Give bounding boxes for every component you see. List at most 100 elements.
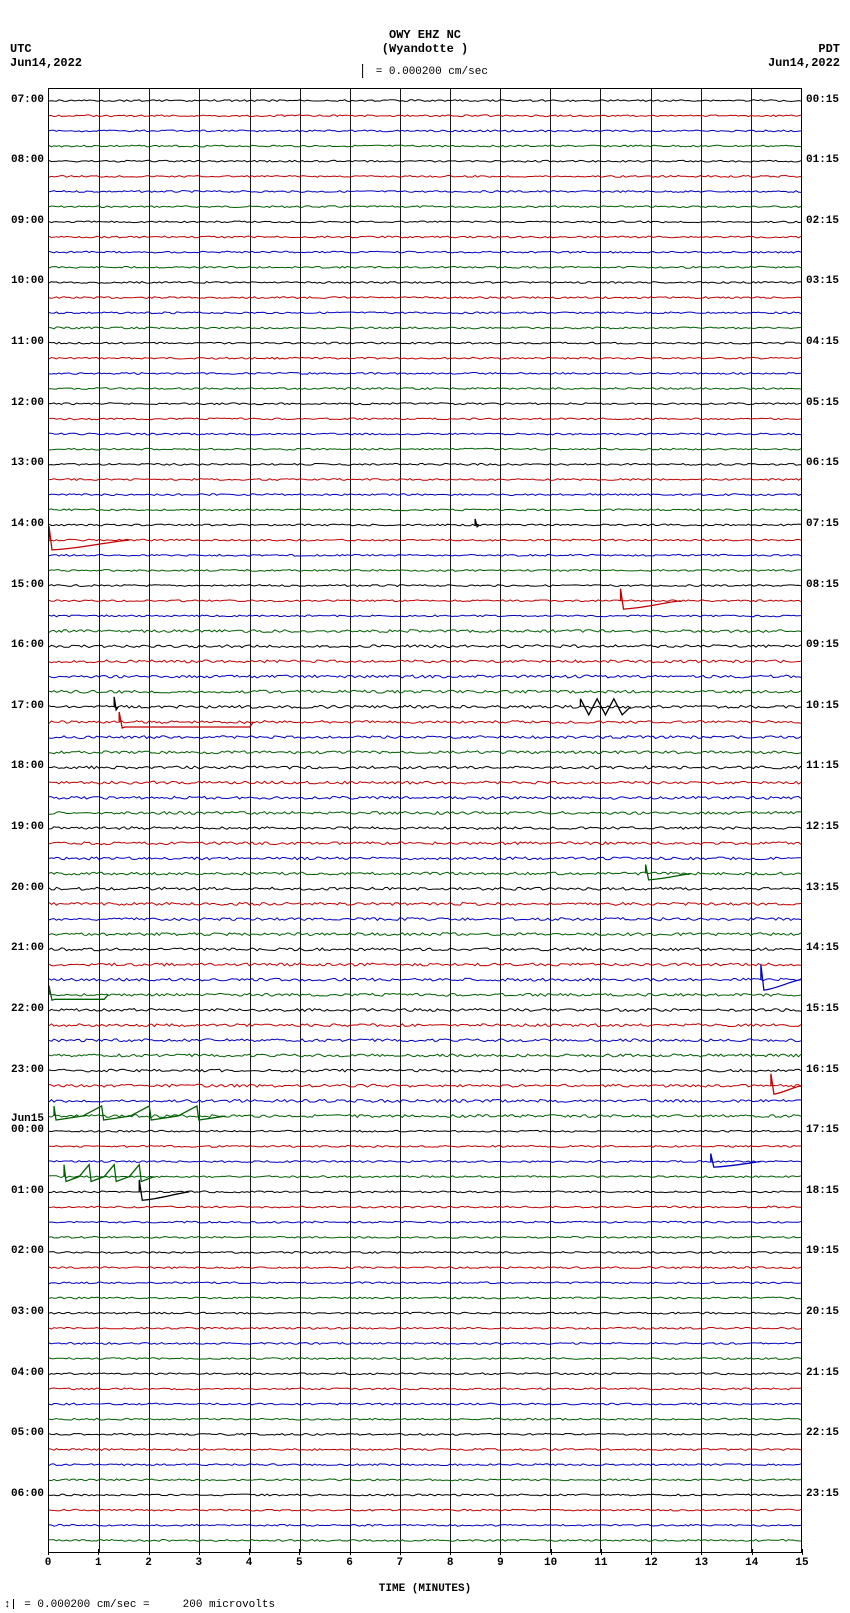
trace-line	[49, 675, 801, 678]
pdt-hour-label: 17:15	[802, 1124, 839, 1136]
footer-suffix: 200 microvolts	[183, 1599, 275, 1611]
pdt-hour-label: 16:15	[802, 1064, 839, 1076]
utc-hour-label: 21:00	[11, 942, 48, 954]
pdt-hour-label: 00:15	[802, 94, 839, 106]
pdt-hour-label: 04:15	[802, 336, 839, 348]
trace-line	[49, 1540, 801, 1542]
seismogram-page: UTC Jun14,2022 OWY EHZ NC (Wyandotte ) P…	[0, 0, 850, 1613]
trace-line	[49, 357, 801, 359]
tz-right-block: PDT Jun14,2022	[768, 42, 840, 70]
pdt-hour-label: 22:15	[802, 1427, 839, 1439]
scale-bar-icon	[362, 64, 363, 78]
seismic-event	[761, 965, 801, 991]
x-axis: 0123456789101112131415	[48, 1553, 802, 1583]
pdt-hour-label: 10:15	[802, 700, 839, 712]
pdt-hour-label: 06:15	[802, 457, 839, 469]
x-tick	[249, 1549, 250, 1555]
pdt-hour-label: 12:15	[802, 821, 839, 833]
trace-line	[49, 585, 801, 587]
trace-svg	[49, 89, 801, 1552]
x-tick	[199, 1549, 200, 1555]
x-tick-label: 11	[594, 1557, 607, 1569]
trace-line	[49, 1494, 801, 1496]
trace-line	[49, 751, 801, 754]
trace-line	[49, 570, 801, 572]
trace-line	[49, 1236, 801, 1238]
trace-line	[49, 660, 801, 663]
trace-line	[49, 1312, 801, 1314]
trace-line	[49, 463, 801, 465]
pdt-hour-label: 03:15	[802, 275, 839, 287]
tz-left-date: Jun14,2022	[10, 56, 82, 70]
trace-line	[49, 539, 801, 541]
utc-hour-label: 07:00	[11, 94, 48, 106]
trace-line	[49, 206, 801, 208]
utc-hour-label: 01:00	[11, 1185, 48, 1197]
tz-right-label: PDT	[768, 42, 840, 56]
seismic-event	[49, 526, 129, 550]
trace-line	[49, 160, 801, 162]
pdt-hour-label: 20:15	[802, 1306, 839, 1318]
seismic-event	[119, 712, 253, 728]
x-axis-title: TIME (MINUTES)	[379, 1583, 471, 1595]
pdt-hour-label: 15:15	[802, 1003, 839, 1015]
header: UTC Jun14,2022 OWY EHZ NC (Wyandotte ) P…	[0, 0, 850, 80]
seismic-event	[114, 697, 118, 710]
tz-right-date: Jun14,2022	[768, 56, 840, 70]
trace-line	[49, 1343, 801, 1345]
utc-day-label: Jun15	[11, 1113, 48, 1125]
trace-line	[49, 418, 801, 420]
trace-line	[49, 1509, 801, 1511]
trace-line	[49, 221, 801, 223]
utc-hour-label: 10:00	[11, 275, 48, 287]
trace-line	[49, 1479, 801, 1481]
trace-line	[49, 554, 801, 556]
trace-line	[49, 176, 801, 178]
trace-line	[49, 781, 801, 784]
station-code: OWY EHZ NC	[382, 28, 468, 42]
utc-hour-label: 23:00	[11, 1064, 48, 1076]
x-tick-label: 4	[246, 1557, 253, 1569]
trace-line	[49, 705, 801, 708]
trace-line	[49, 479, 801, 481]
trace-line	[49, 630, 801, 633]
x-tick	[299, 1549, 300, 1555]
trace-line	[49, 1206, 801, 1208]
trace-line	[49, 312, 801, 314]
trace-line	[49, 600, 801, 602]
pdt-hour-label: 13:15	[802, 882, 839, 894]
trace-line	[49, 993, 801, 996]
trace-line	[49, 1161, 801, 1163]
x-tick-label: 3	[195, 1557, 202, 1569]
pdt-hour-label: 07:15	[802, 518, 839, 530]
pdt-hour-label: 11:15	[802, 760, 839, 772]
trace-line	[49, 1373, 801, 1375]
trace-line	[49, 130, 801, 132]
trace-line	[49, 433, 801, 435]
trace-line	[49, 145, 801, 147]
trace-line	[49, 857, 801, 860]
seismic-event	[139, 1180, 189, 1200]
trace-line	[49, 1024, 801, 1027]
x-tick-label: 10	[544, 1557, 557, 1569]
utc-hour-label: 15:00	[11, 579, 48, 591]
trace-line	[49, 1039, 801, 1042]
x-tick-label: 5	[296, 1557, 303, 1569]
trace-line	[49, 236, 801, 238]
seismic-event	[771, 1074, 801, 1094]
x-tick	[802, 1549, 803, 1555]
trace-line	[49, 1403, 801, 1405]
utc-hour-label: 16:00	[11, 639, 48, 651]
utc-hour-label: 13:00	[11, 457, 48, 469]
x-tick-label: 14	[745, 1557, 758, 1569]
trace-line	[49, 1252, 801, 1254]
utc-hour-label: 06:00	[11, 1488, 48, 1500]
trace-line	[49, 887, 801, 890]
trace-line	[49, 1388, 801, 1390]
pdt-hour-label: 08:15	[802, 579, 839, 591]
trace-line	[49, 645, 801, 648]
pdt-hour-label: 14:15	[802, 942, 839, 954]
utc-hour-label: 03:00	[11, 1306, 48, 1318]
seismic-event	[621, 589, 681, 609]
seismic-event	[49, 986, 108, 1000]
